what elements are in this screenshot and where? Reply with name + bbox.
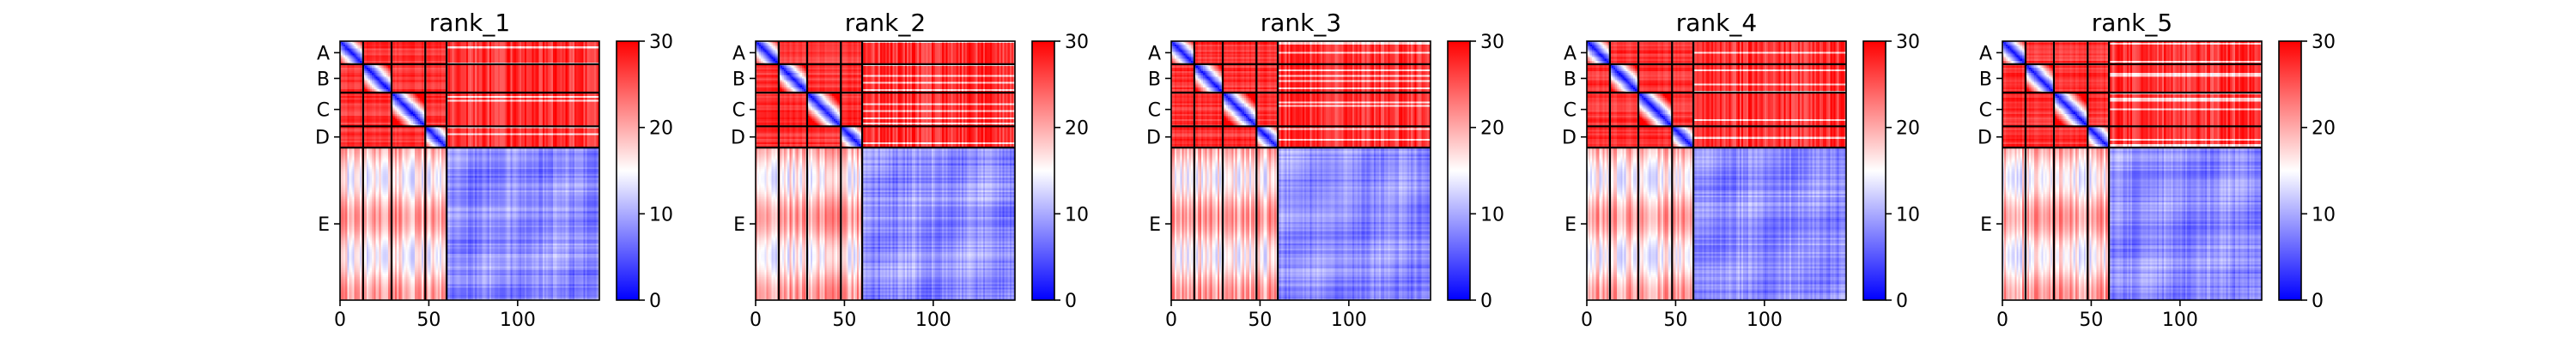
colorbar	[1447, 40, 1471, 301]
colorbar-tick-label: 0	[1480, 291, 1492, 312]
colorbar-tick-label: 0	[1896, 291, 1908, 312]
y-tick-label-B: B	[732, 69, 745, 90]
plot-frame	[1586, 40, 1847, 301]
colorbar-tick-label: 20	[1065, 118, 1089, 140]
colorbar-tick-label: 0	[649, 291, 661, 312]
colorbar	[1031, 40, 1055, 301]
x-tick-label: 0	[750, 310, 762, 331]
colorbar	[2278, 40, 2302, 301]
y-tick-label-D: D	[315, 128, 330, 149]
y-tick-label-D: D	[1978, 128, 1992, 149]
colorbar	[1862, 40, 1886, 301]
plot-frame	[1170, 40, 1431, 301]
colorbar-tick-label: 30	[2312, 32, 2336, 53]
y-tick-label-D: D	[731, 128, 745, 149]
x-tick-label: 100	[2162, 310, 2198, 331]
panel-title: rank_2	[845, 9, 926, 37]
y-tick-label-D: D	[1146, 128, 1161, 149]
y-tick-label-A: A	[1979, 43, 1992, 64]
colorbar-tick-label: 20	[2312, 118, 2336, 140]
x-tick-label: 100	[500, 310, 536, 331]
y-tick-label-B: B	[1979, 69, 1992, 90]
y-tick-label-B: B	[317, 69, 330, 90]
plot-frame	[2002, 40, 2263, 301]
colorbar-tick-label: 0	[1065, 291, 1077, 312]
y-tick-label-E: E	[1980, 214, 1992, 236]
colorbar-tick-label: 10	[1896, 204, 1920, 226]
x-tick-label: 50	[2079, 310, 2103, 331]
panel-title: rank_4	[1676, 9, 1757, 37]
y-tick-label-C: C	[1148, 100, 1161, 122]
heatmap-image	[1171, 41, 1431, 300]
panel-title: rank_3	[1261, 9, 1341, 37]
x-tick-label: 0	[1996, 310, 2008, 331]
heatmap-image	[756, 41, 1015, 300]
y-tick-label-C: C	[1979, 100, 1992, 122]
y-tick-label-B: B	[1564, 69, 1577, 90]
y-tick-label-D: D	[1562, 128, 1577, 149]
panel-title: rank_5	[2092, 9, 2172, 37]
heatmap-image	[2002, 41, 2262, 300]
y-tick-label-E: E	[733, 214, 745, 236]
y-tick-label-C: C	[317, 100, 330, 122]
x-tick-label: 0	[1165, 310, 1177, 331]
colorbar-tick-label: 30	[649, 32, 673, 53]
y-tick-label-E: E	[1149, 214, 1161, 236]
plot-frame	[339, 40, 600, 301]
y-tick-label-B: B	[1148, 69, 1161, 90]
colorbar-tick-label: 20	[649, 118, 673, 140]
x-tick-label: 50	[832, 310, 856, 331]
colorbar-tick-label: 30	[1065, 32, 1089, 53]
y-tick-label-A: A	[1564, 43, 1577, 64]
colorbar	[616, 40, 640, 301]
colorbar-tick-label: 30	[1480, 32, 1504, 53]
x-tick-label: 100	[915, 310, 951, 331]
heatmap-image	[340, 41, 599, 300]
x-tick-label: 0	[334, 310, 346, 331]
x-tick-label: 100	[1747, 310, 1783, 331]
x-tick-label: 50	[1663, 310, 1687, 331]
x-tick-label: 0	[1581, 310, 1593, 331]
heatmap-image	[1587, 41, 1846, 300]
y-tick-label-A: A	[1148, 43, 1161, 64]
x-tick-label: 50	[416, 310, 440, 331]
y-tick-label-E: E	[318, 214, 330, 236]
colorbar-tick-label: 10	[1480, 204, 1504, 226]
x-tick-label: 100	[1331, 310, 1367, 331]
y-tick-label-C: C	[732, 100, 745, 122]
colorbar-tick-label: 10	[2312, 204, 2336, 226]
panel-title: rank_1	[429, 9, 510, 37]
y-tick-label-A: A	[732, 43, 745, 64]
x-tick-label: 50	[1248, 310, 1272, 331]
y-tick-label-E: E	[1564, 214, 1577, 236]
colorbar-tick-label: 10	[1065, 204, 1089, 226]
colorbar-tick-label: 10	[649, 204, 673, 226]
colorbar-tick-label: 0	[2312, 291, 2324, 312]
colorbar-tick-label: 20	[1480, 118, 1504, 140]
y-tick-label-C: C	[1564, 100, 1577, 122]
plot-frame	[755, 40, 1016, 301]
colorbar-tick-label: 30	[1896, 32, 1920, 53]
y-tick-label-A: A	[317, 43, 330, 64]
colorbar-tick-label: 20	[1896, 118, 1920, 140]
